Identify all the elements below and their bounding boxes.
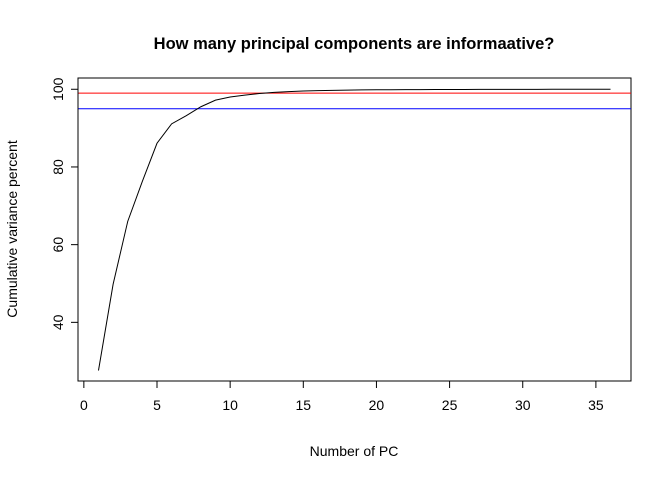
chart-title: How many principal components are inform… [154, 35, 555, 53]
x-tick-label: 5 [153, 397, 161, 413]
plot-frame [77, 77, 632, 382]
x-tick-label: 35 [588, 397, 604, 413]
y-axis: 40 60 80 100 [50, 77, 79, 330]
x-tick-label: 20 [369, 397, 385, 413]
x-tick-label: 10 [222, 397, 238, 413]
y-axis-title: Cumulative variance percent [4, 140, 20, 318]
y-tick-label: 80 [50, 159, 66, 175]
y-tick-label: 60 [50, 237, 66, 253]
x-tick-label: 15 [296, 397, 312, 413]
series-layer [97, 88, 611, 371]
x-tick-label: 30 [515, 397, 531, 413]
x-tick-label: 25 [442, 397, 458, 413]
x-axis-title: Number of PC [310, 443, 399, 459]
reference-lines [78, 92, 631, 110]
y-tick-label: 100 [50, 77, 66, 101]
series-line-0 [97, 88, 611, 371]
x-tick-label: 0 [80, 397, 88, 413]
y-tick-label: 40 [50, 314, 66, 330]
x-axis: 0 5 10 15 20 25 30 35 [80, 380, 604, 413]
